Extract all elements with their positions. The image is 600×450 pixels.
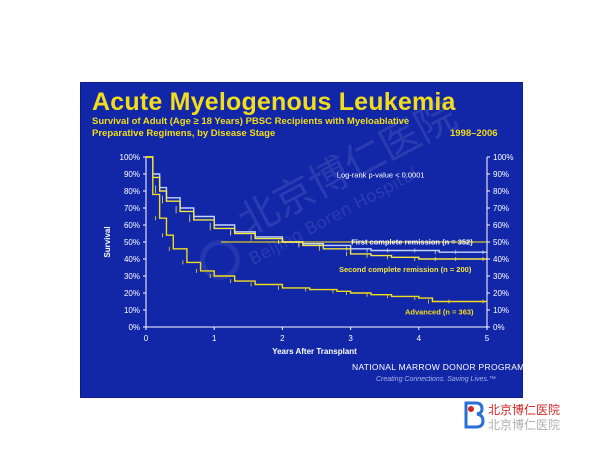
x-tick-label: 4 [417, 334, 422, 343]
subtitle-years: 1998–2006 [450, 128, 498, 139]
x-tick-label: 2 [280, 334, 285, 343]
footer-wechat-account: 北京博仁医院 [488, 418, 561, 432]
y-tick-label-right: 20% [493, 289, 509, 298]
slide-background [80, 82, 523, 398]
y-tick-label-right: 80% [493, 187, 509, 196]
y-axis-label: Survival [103, 226, 112, 257]
chart-axes: 0% 0% 10% 10% 20% 20% 30% 30% 40% 40% 50% 50% 60% 60%… [103, 153, 513, 356]
y-tick-label-right: 40% [493, 255, 509, 264]
y-tick-label-left: 20% [124, 289, 140, 298]
y-tick-label-left: 10% [124, 306, 140, 315]
y-tick-label-right: 70% [493, 204, 509, 213]
y-tick-label-left: 100% [120, 153, 140, 162]
watermark-logo [200, 240, 240, 280]
series-label: Advanced (n = 363) [405, 307, 474, 316]
x-tick-label: 5 [485, 334, 490, 343]
hospital-logo-icon [464, 401, 485, 429]
y-tick-label-left: 60% [124, 221, 140, 230]
y-tick-label-right: 90% [493, 170, 509, 179]
y-tick-label-right: 0% [493, 323, 505, 332]
y-tick-label-left: 40% [124, 255, 140, 264]
y-tick-label-left: 90% [124, 170, 140, 179]
x-tick-label: 1 [212, 334, 217, 343]
series-line [146, 156, 487, 260]
y-tick-label-right: 10% [493, 306, 509, 315]
series-line [146, 156, 487, 303]
log-rank-annotation: Log-rank p-value < 0.0001 [337, 170, 425, 179]
subtitle-line-1: Survival of Adult (Age ≥ 18 Years) PBSC … [92, 116, 410, 127]
series-label: First complete remission (n = 352) [351, 238, 473, 247]
y-tick-label-left: 70% [124, 204, 140, 213]
x-tick-label: 3 [348, 334, 353, 343]
y-tick-label-left: 50% [124, 238, 140, 247]
series-label: Second complete remission (n = 200) [339, 265, 472, 274]
subtitle-line-2: Preparative Regimens, by Disease Stage [92, 128, 276, 139]
y-tick-label-right: 50% [493, 238, 509, 247]
organization-name: NATIONAL MARROW DONOR PROGRAM® [352, 362, 532, 372]
x-tick-label: 0 [144, 334, 149, 343]
slide-title: Acute Myelogenous Leukemia [92, 88, 456, 116]
chart-series-layer [146, 156, 487, 304]
chart-labels-layer: Log-rank p-value < 0.0001 First complete … [337, 170, 474, 316]
y-tick-label-left: 0% [128, 323, 140, 332]
y-tick-label-left: 30% [124, 272, 140, 281]
y-tick-label-right: 100% [493, 153, 513, 162]
footer-hospital-name: 北京博仁医院 [488, 403, 561, 417]
x-axis-label: Years After Transplant [272, 347, 357, 356]
y-tick-label-right: 30% [493, 272, 509, 281]
y-tick-label-right: 60% [493, 221, 509, 230]
y-tick-label-left: 80% [124, 187, 140, 196]
organization-tagline: Creating Connections. Saving Lives.™ [376, 376, 496, 383]
